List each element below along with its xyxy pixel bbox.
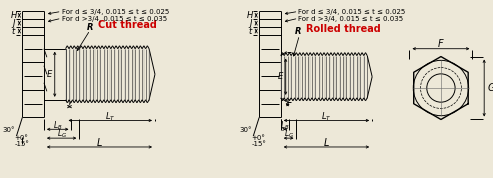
Text: +0°: +0° (251, 135, 265, 141)
Text: 30°: 30° (2, 127, 15, 133)
Text: -15°: -15° (14, 141, 29, 147)
Text: H: H (247, 11, 253, 20)
Text: E: E (278, 72, 283, 81)
Text: $L_B$: $L_B$ (53, 119, 63, 132)
Text: t: t (248, 27, 252, 36)
Text: H: H (10, 11, 17, 20)
Text: y: y (68, 100, 71, 106)
Text: +0°: +0° (14, 135, 28, 141)
Text: L: L (97, 138, 102, 148)
Text: Cut thread: Cut thread (98, 20, 157, 30)
Text: t: t (12, 27, 15, 36)
Text: F: F (438, 39, 444, 49)
Text: 30°: 30° (239, 127, 251, 133)
Text: $L_G$: $L_G$ (283, 128, 294, 140)
Text: $L_T$: $L_T$ (321, 110, 332, 123)
Text: G: G (487, 83, 493, 93)
Text: $L_B$: $L_B$ (280, 119, 289, 132)
Text: R: R (87, 23, 93, 32)
Text: $L_G$: $L_G$ (57, 128, 67, 140)
Text: L: L (324, 138, 329, 148)
Text: J: J (12, 19, 15, 28)
Text: -15°: -15° (251, 141, 266, 147)
Text: R: R (295, 27, 302, 36)
Text: Rolled thread: Rolled thread (306, 24, 381, 34)
Text: J: J (249, 19, 251, 28)
Text: y: y (285, 98, 290, 104)
Text: For d >3/4, 0.015 ≤ t ≤ 0.035: For d >3/4, 0.015 ≤ t ≤ 0.035 (298, 16, 404, 22)
Text: For d ≤ 3/4, 0.015 ≤ t ≤ 0.025: For d ≤ 3/4, 0.015 ≤ t ≤ 0.025 (298, 9, 406, 15)
Text: $L_T$: $L_T$ (105, 110, 115, 123)
Text: For d >3/4, 0.015 ≤ t ≤ 0.035: For d >3/4, 0.015 ≤ t ≤ 0.035 (62, 16, 167, 22)
Text: For d ≤ 3/4, 0.015 ≤ t ≤ 0.025: For d ≤ 3/4, 0.015 ≤ t ≤ 0.025 (62, 9, 169, 15)
Text: E: E (47, 70, 52, 79)
